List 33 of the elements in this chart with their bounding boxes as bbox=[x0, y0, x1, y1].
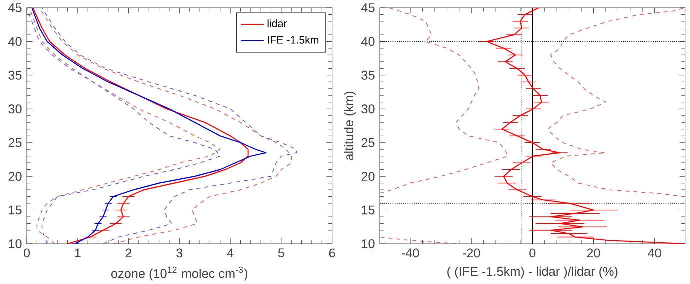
y-tick-label: 25 bbox=[8, 138, 22, 148]
x-tick-label: 20 bbox=[587, 248, 600, 258]
y-tick-label: 30 bbox=[8, 104, 22, 114]
y-tick-label: 10 bbox=[9, 240, 22, 248]
y-tick-label: 40 bbox=[361, 37, 375, 46]
y-tick-label: 20 bbox=[362, 172, 375, 182]
x-tick-label: 0 bbox=[24, 248, 30, 258]
y-tick-label: 10 bbox=[362, 240, 375, 248]
y-tick-label: 15 bbox=[362, 206, 375, 215]
legend-label: IFE -1.5km bbox=[268, 36, 319, 44]
x-tick-label: 40 bbox=[648, 248, 662, 258]
y-tick-label: 30 bbox=[362, 104, 375, 114]
y-tick-label: 35 bbox=[8, 70, 22, 80]
x-tick-label: 3 bbox=[176, 248, 183, 258]
y-tick-label: 35 bbox=[362, 70, 375, 80]
x-tick-label: 0 bbox=[530, 248, 536, 258]
x-tick-label: 5 bbox=[278, 248, 284, 258]
y-axis-title: altitude (km) bbox=[344, 92, 356, 160]
y-tick-label: 45 bbox=[8, 4, 22, 12]
x-tick-label: 6 bbox=[329, 248, 336, 258]
legend-label: lidar bbox=[268, 20, 288, 28]
y-tick-label: 15 bbox=[9, 206, 22, 215]
y-tick-label: 45 bbox=[361, 4, 375, 12]
x-tick-label: 1 bbox=[75, 248, 81, 258]
x-tick-label: -20 bbox=[463, 248, 480, 258]
y-tick-label: 25 bbox=[362, 138, 375, 148]
x-tick-label: -40 bbox=[402, 248, 420, 258]
y-tick-label: 20 bbox=[8, 172, 22, 182]
y-tick-label: 40 bbox=[8, 37, 22, 46]
x-axis-title: ozone (10$^{12}$ molec cm$^{-3}$) bbox=[112, 266, 248, 281]
x-tick-label: 2 bbox=[126, 248, 132, 258]
x-tick-label: 4 bbox=[227, 248, 234, 258]
x-axis-title: ( (IFE -1.5km) - lidar )/lidar (%) bbox=[448, 266, 618, 279]
